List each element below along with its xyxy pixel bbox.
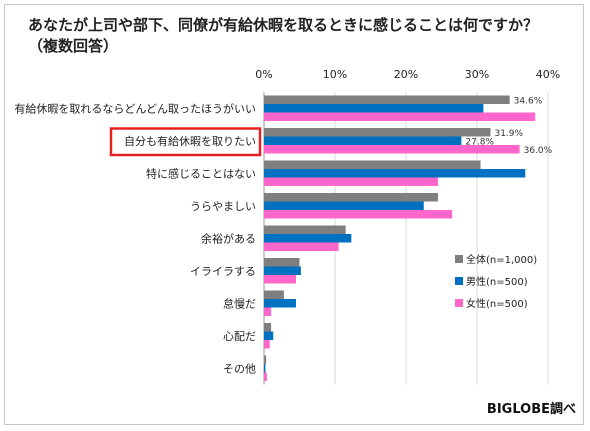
bar-female: [264, 145, 520, 154]
chart-subtitle: （複数回答）: [28, 37, 119, 55]
bar-total: [264, 193, 438, 202]
bar-total: [264, 258, 300, 267]
bar-male: [264, 201, 424, 210]
legend-swatch: [455, 299, 463, 307]
data-label: 27.8%: [465, 137, 494, 147]
legend-swatch: [455, 277, 463, 285]
data-label: 31.9%: [494, 129, 523, 139]
bar-total: [264, 128, 491, 137]
bar-male: [264, 331, 274, 340]
category-label: 有給休暇を取れるならどんどん取ったほうがいい: [14, 101, 256, 115]
bar-total: [264, 355, 267, 364]
bar-female: [264, 242, 339, 251]
bar-total: [264, 160, 481, 169]
legend-label: 女性(n=500): [466, 297, 528, 310]
x-tick-label: 30%: [465, 68, 489, 81]
bar-female: [264, 307, 272, 316]
category-label: 特に感じることはない: [146, 166, 256, 180]
bar-male: [264, 169, 526, 178]
source-label: BIGLOBE調べ: [486, 402, 576, 417]
bar-total: [264, 95, 510, 104]
bar-total: [264, 290, 284, 299]
highlight-box: [109, 127, 262, 157]
bar-female: [264, 177, 438, 186]
bar-female: [264, 372, 267, 381]
bar-total: [264, 323, 272, 332]
x-tick-label: 10%: [323, 68, 347, 81]
bar-female: [264, 210, 453, 219]
bar-male: [264, 266, 301, 275]
category-label: 心配だ: [223, 330, 256, 343]
legend-label: 男性(n=500): [466, 275, 528, 288]
bar-female: [264, 275, 296, 284]
legend-swatch: [455, 255, 463, 263]
bar-male: [264, 136, 462, 145]
bar-female: [264, 340, 270, 349]
data-label: 36.0%: [524, 146, 553, 156]
x-tick-label: 40%: [536, 68, 560, 81]
category-label: 怠慢だ: [223, 296, 256, 310]
data-label: 34.6%: [514, 96, 543, 106]
bar-female: [264, 112, 536, 121]
category-label: イライラする: [190, 265, 256, 278]
bar-total: [264, 225, 346, 234]
x-tick-label: 20%: [394, 68, 418, 81]
bar-male: [264, 234, 352, 243]
x-tick-label: 0%: [255, 68, 272, 81]
chart-title: あなたが上司や部下、同僚が有給休暇を取るときに感じることは何ですか？: [28, 16, 539, 34]
legend-label: 全体(n=1,000): [466, 253, 537, 266]
category-label: うらやましい: [190, 200, 256, 213]
bar-male: [264, 104, 484, 113]
bar-male: [264, 364, 266, 373]
category-label: 余裕がある: [201, 231, 256, 245]
bar-male: [264, 299, 296, 308]
category-label: 自分も有給休暇を取りたい: [124, 134, 256, 148]
category-label: その他: [223, 362, 256, 375]
